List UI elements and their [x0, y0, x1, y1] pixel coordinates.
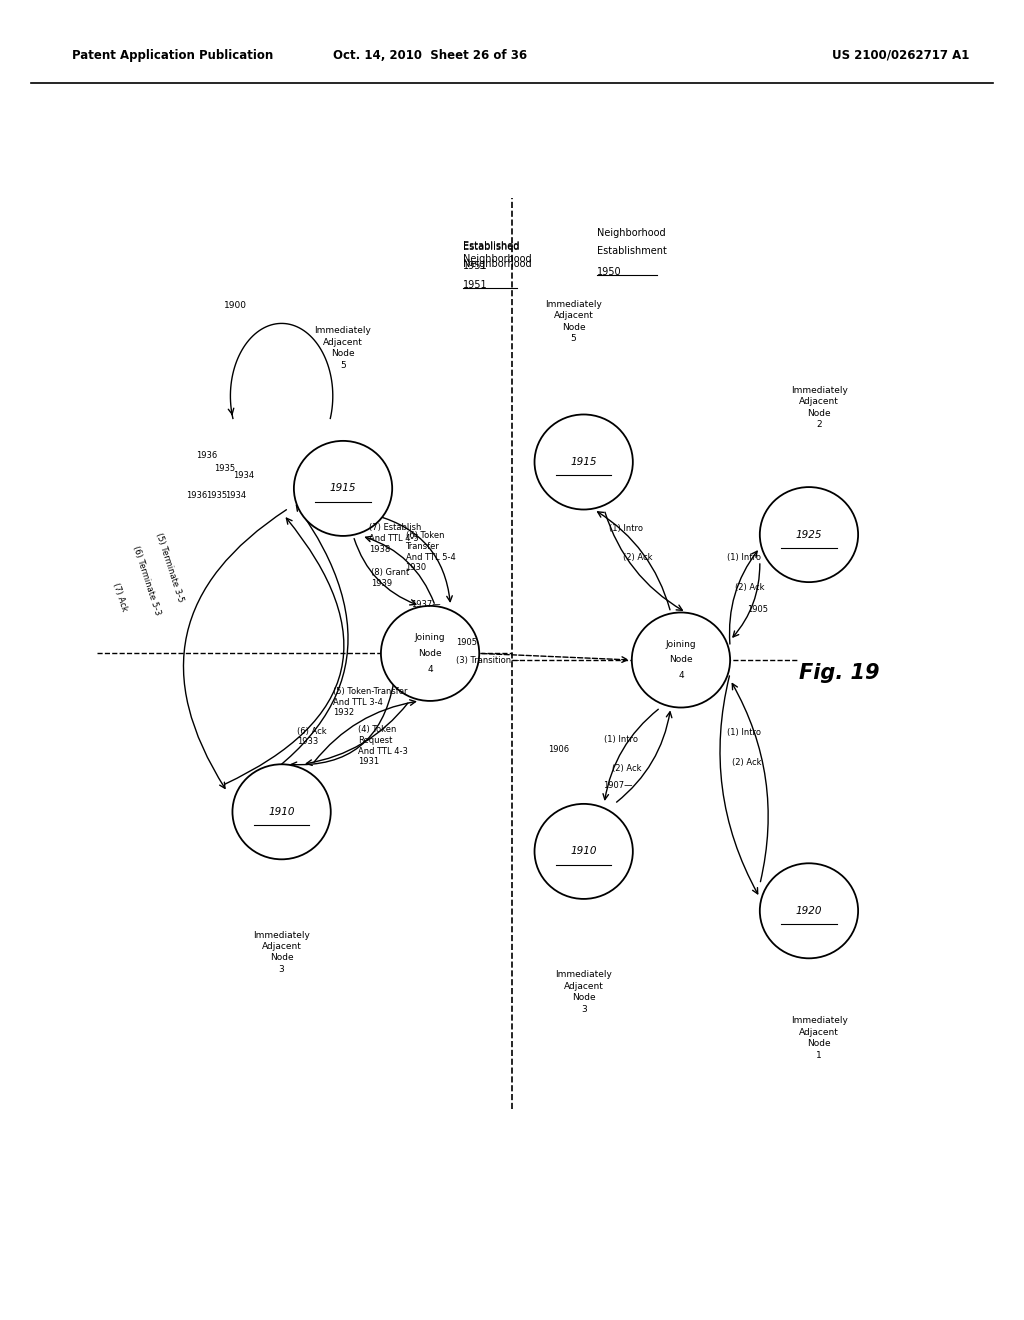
Text: 1910: 1910: [570, 846, 597, 857]
Text: Immediately
Adjacent
Node
1: Immediately Adjacent Node 1: [791, 1016, 848, 1060]
Ellipse shape: [535, 414, 633, 510]
Text: 1934: 1934: [225, 491, 246, 499]
Text: (5) Terminate 3-5: (5) Terminate 3-5: [154, 532, 184, 603]
Text: 1910: 1910: [268, 807, 295, 817]
Text: 1937—: 1937—: [411, 601, 440, 609]
Text: Oct. 14, 2010  Sheet 26 of 36: Oct. 14, 2010 Sheet 26 of 36: [333, 49, 527, 62]
Text: 1905: 1905: [456, 639, 477, 647]
Text: (1) Intro: (1) Intro: [727, 553, 761, 561]
Text: (2) Ack: (2) Ack: [732, 759, 762, 767]
Text: (6) Terminate 5-3: (6) Terminate 5-3: [131, 545, 162, 616]
Text: Joining: Joining: [415, 634, 445, 642]
Text: 1907—: 1907—: [603, 781, 633, 789]
Text: 1925: 1925: [796, 529, 822, 540]
Text: Immediately
Adjacent
Node
2: Immediately Adjacent Node 2: [791, 385, 848, 429]
Text: 1915: 1915: [570, 457, 597, 467]
Text: 1934: 1934: [232, 471, 254, 479]
Text: 1905: 1905: [748, 606, 769, 614]
Text: Node: Node: [669, 656, 693, 664]
Text: 4: 4: [678, 672, 684, 680]
Text: Establishment: Establishment: [597, 246, 667, 256]
Ellipse shape: [632, 612, 730, 708]
Text: Immediately
Adjacent
Node
3: Immediately Adjacent Node 3: [253, 931, 310, 974]
Text: 1906: 1906: [548, 746, 569, 754]
Text: (1) Intro: (1) Intro: [727, 729, 761, 737]
Text: (2) Ack: (2) Ack: [735, 583, 765, 591]
Text: 1915: 1915: [330, 483, 356, 494]
Text: Immediately
Adjacent
Node
3: Immediately Adjacent Node 3: [555, 970, 612, 1014]
Text: 1936: 1936: [196, 451, 217, 459]
Text: Patent Application Publication: Patent Application Publication: [72, 49, 273, 62]
Text: (8) Grant
1939: (8) Grant 1939: [371, 569, 409, 587]
Ellipse shape: [760, 487, 858, 582]
Text: (4) Token
Request
And TTL 4-3
1931: (4) Token Request And TTL 4-3 1931: [358, 725, 409, 767]
Text: US 2100/0262717 A1: US 2100/0262717 A1: [833, 49, 970, 62]
Ellipse shape: [294, 441, 392, 536]
Text: (2) Ack: (2) Ack: [623, 553, 652, 561]
Text: Immediately
Adjacent
Node
5: Immediately Adjacent Node 5: [545, 300, 602, 343]
Ellipse shape: [760, 863, 858, 958]
Text: 1950: 1950: [597, 267, 622, 277]
Text: (1) Intro: (1) Intro: [604, 735, 638, 743]
Text: Established: Established: [463, 240, 519, 251]
Text: (7) Ack: (7) Ack: [111, 581, 128, 612]
Text: 1900: 1900: [224, 301, 247, 310]
Ellipse shape: [535, 804, 633, 899]
Text: (1) Intro: (1) Intro: [609, 524, 643, 532]
Text: 1936: 1936: [186, 491, 207, 499]
Text: (7) Establish
And TTL 4-5
1938: (7) Establish And TTL 4-5 1938: [369, 523, 421, 554]
Text: (5) Token-Transfer
And TTL 3-4
1932: (5) Token-Transfer And TTL 3-4 1932: [333, 686, 408, 718]
Text: Immediately
Adjacent
Node
5: Immediately Adjacent Node 5: [314, 326, 372, 370]
Text: (2) Ack: (2) Ack: [612, 764, 642, 772]
Ellipse shape: [232, 764, 331, 859]
Text: 1951: 1951: [463, 238, 487, 271]
Text: 1935: 1935: [207, 491, 227, 499]
Text: 1935: 1935: [214, 465, 236, 473]
Text: 1920: 1920: [796, 906, 822, 916]
Text: Fig. 19: Fig. 19: [800, 663, 880, 684]
Ellipse shape: [381, 606, 479, 701]
Text: Neighborhood: Neighborhood: [597, 227, 666, 238]
Text: Established
Neighborhood: Established Neighborhood: [463, 242, 531, 264]
Text: 1951: 1951: [463, 280, 487, 290]
Text: (3) Transition—: (3) Transition—: [456, 656, 519, 664]
Text: (6) Ack
1933: (6) Ack 1933: [297, 727, 327, 746]
Text: Neighborhood: Neighborhood: [463, 259, 531, 269]
Text: Joining: Joining: [666, 640, 696, 648]
Text: (6) Token
Transfer
And TTL 5-4
1930: (6) Token Transfer And TTL 5-4 1930: [406, 531, 456, 573]
Text: 4: 4: [427, 665, 433, 673]
Text: Node: Node: [418, 649, 442, 657]
